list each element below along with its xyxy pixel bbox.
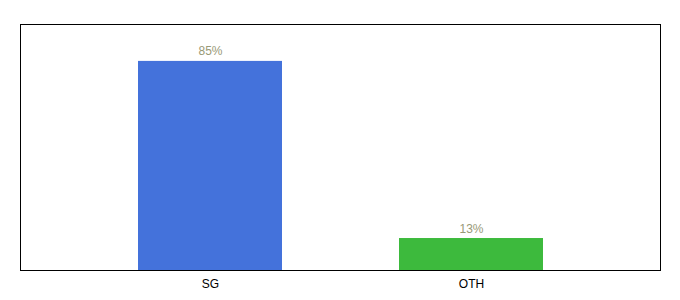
svg-text:85%: 85% — [198, 44, 222, 58]
svg-text:SG: SG — [202, 277, 219, 291]
svg-text:13%: 13% — [459, 222, 483, 236]
svg-text:OTH: OTH — [459, 277, 484, 291]
